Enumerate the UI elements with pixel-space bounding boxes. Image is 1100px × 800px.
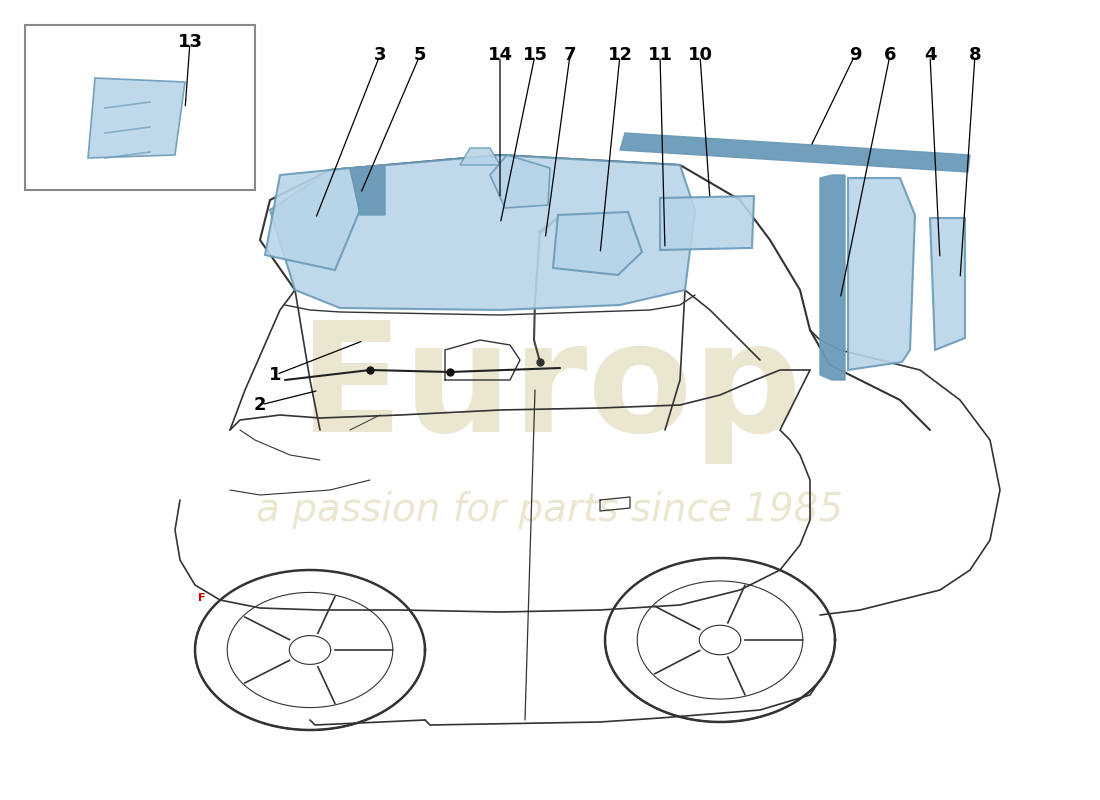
- Text: a passion for parts since 1985: a passion for parts since 1985: [256, 491, 844, 529]
- Text: 7: 7: [563, 46, 576, 64]
- Polygon shape: [265, 168, 360, 270]
- Text: 8: 8: [969, 46, 981, 64]
- Polygon shape: [350, 165, 385, 215]
- Text: 13: 13: [177, 33, 202, 51]
- Text: 11: 11: [648, 46, 672, 64]
- Polygon shape: [553, 212, 642, 275]
- Text: 5: 5: [414, 46, 427, 64]
- Text: 14: 14: [487, 46, 513, 64]
- Polygon shape: [490, 155, 550, 208]
- Text: Europ: Europ: [298, 315, 802, 465]
- Text: 2: 2: [254, 396, 266, 414]
- Polygon shape: [88, 78, 185, 158]
- Polygon shape: [820, 175, 845, 380]
- Polygon shape: [620, 133, 970, 172]
- Text: 3: 3: [374, 46, 386, 64]
- Text: 10: 10: [688, 46, 713, 64]
- FancyBboxPatch shape: [25, 25, 255, 190]
- Polygon shape: [460, 148, 500, 165]
- Text: F: F: [198, 593, 206, 603]
- Polygon shape: [270, 155, 695, 310]
- Polygon shape: [848, 178, 915, 370]
- Text: 12: 12: [607, 46, 632, 64]
- Text: 6: 6: [883, 46, 896, 64]
- Polygon shape: [660, 196, 754, 250]
- Text: 4: 4: [924, 46, 936, 64]
- Polygon shape: [930, 218, 965, 350]
- Text: 1: 1: [268, 366, 282, 384]
- Text: 15: 15: [522, 46, 548, 64]
- Text: 9: 9: [849, 46, 861, 64]
